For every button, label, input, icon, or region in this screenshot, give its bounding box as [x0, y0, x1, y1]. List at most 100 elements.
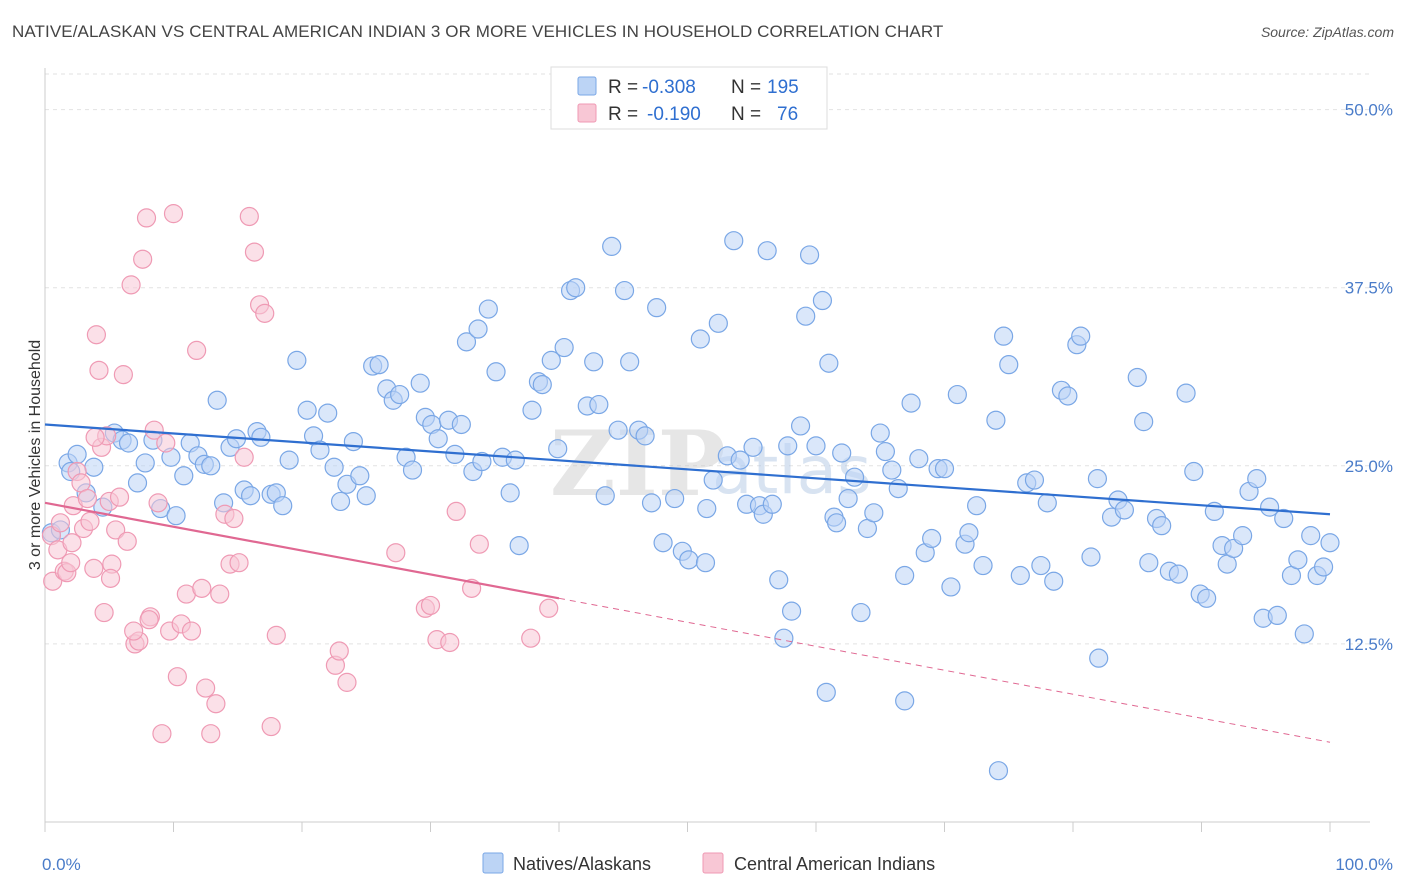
point-central-73 — [100, 568, 121, 588]
point-natives-101 — [743, 437, 763, 457]
point-natives-80 — [595, 486, 615, 506]
trend-lines — [44, 423, 1331, 743]
point-natives-12 — [135, 453, 155, 473]
point-natives-73 — [548, 439, 568, 459]
point-natives-137 — [959, 523, 979, 543]
point-natives-186 — [1313, 557, 1334, 577]
point-natives-10 — [118, 433, 139, 453]
point-natives-134 — [941, 577, 961, 597]
point-natives-40 — [330, 491, 351, 512]
trend-line-natives — [44, 423, 1331, 516]
point-natives-142 — [999, 355, 1019, 375]
point-natives-29 — [251, 427, 271, 447]
point-natives-163 — [1152, 516, 1172, 536]
axes — [44, 68, 1370, 832]
bottom-legend-swatch-natives — [482, 852, 504, 874]
point-natives-159 — [1127, 367, 1147, 388]
point-central-69 — [521, 628, 541, 648]
point-central-53 — [244, 242, 265, 262]
point-natives-165 — [1168, 564, 1188, 584]
point-central-41 — [187, 340, 207, 361]
point-natives-182 — [1288, 550, 1308, 570]
point-natives-145 — [1024, 470, 1045, 490]
point-central-37 — [167, 667, 187, 687]
point-central-46 — [210, 584, 230, 604]
legend-r-label-central: R = — [608, 104, 638, 125]
point-natives-128 — [901, 393, 921, 413]
point-natives-153 — [1081, 547, 1101, 567]
point-natives-22 — [207, 390, 227, 410]
point-natives-39 — [324, 457, 344, 477]
point-central-36 — [163, 204, 184, 224]
point-natives-64 — [486, 362, 506, 382]
point-central-14 — [86, 325, 107, 345]
point-natives-117 — [832, 443, 852, 463]
point-natives-35 — [297, 400, 317, 420]
point-natives-43 — [350, 466, 370, 486]
point-natives-104 — [757, 241, 777, 261]
legend-n-value-central: 76 — [777, 104, 798, 125]
point-natives-167 — [1184, 461, 1204, 482]
point-natives-107 — [774, 628, 794, 648]
chart-title: NATIVE/ALASKAN VS CENTRAL AMERICAN INDIA… — [12, 22, 944, 41]
legend-r-value-natives: -0.308 — [642, 77, 696, 98]
point-central-3 — [50, 513, 71, 533]
point-natives-113 — [812, 290, 833, 311]
point-central-34 — [156, 433, 176, 453]
point-central-33 — [152, 724, 172, 744]
legend-r-label-natives: R = — [608, 77, 638, 98]
point-central-43 — [196, 678, 216, 698]
point-natives-108 — [778, 436, 798, 456]
point-natives-123 — [870, 423, 890, 443]
point-natives-55 — [428, 429, 448, 449]
y-tick-label-2: 37.5% — [1345, 279, 1393, 298]
point-central-72 — [85, 427, 105, 447]
point-central-12 — [80, 511, 100, 531]
point-natives-120 — [851, 602, 871, 623]
point-central-74 — [124, 621, 144, 641]
legend-n-label-natives: N = — [731, 77, 761, 98]
point-natives-126 — [888, 479, 908, 499]
point-natives-27 — [241, 486, 261, 506]
point-natives-16 — [166, 506, 186, 526]
point-natives-114 — [819, 353, 839, 373]
point-natives-92 — [679, 550, 699, 570]
point-natives-131 — [922, 528, 942, 549]
point-central-75 — [139, 610, 159, 630]
point-central-60 — [337, 672, 357, 692]
y-tick-label-3: 50.0% — [1345, 101, 1393, 120]
point-natives-125 — [882, 460, 902, 480]
point-natives-138 — [967, 496, 987, 516]
point-central-50 — [229, 553, 249, 573]
point-central-52 — [239, 206, 259, 227]
point-natives-78 — [584, 352, 604, 372]
point-central-44 — [201, 724, 221, 744]
point-natives-141 — [994, 326, 1014, 346]
point-natives-129 — [909, 449, 929, 469]
point-central-40 — [181, 621, 202, 641]
point-natives-166 — [1176, 383, 1196, 403]
gridlines — [45, 73, 1370, 645]
point-natives-62 — [472, 451, 492, 472]
point-natives-161 — [1139, 553, 1159, 573]
legend-n-value-natives: 195 — [767, 77, 799, 98]
point-natives-88 — [647, 298, 667, 318]
point-natives-69 — [522, 400, 542, 420]
point-central-6 — [61, 553, 81, 573]
point-central-45 — [206, 694, 226, 714]
bottom-legend-label-natives: Natives/Alaskans — [513, 854, 651, 874]
point-central-23 — [113, 365, 133, 385]
point-natives-34 — [287, 350, 307, 370]
point-natives-17 — [174, 466, 194, 486]
point-natives-49 — [390, 384, 410, 405]
point-natives-122 — [864, 503, 884, 523]
point-natives-189 — [697, 498, 717, 519]
point-natives-51 — [402, 460, 423, 480]
source-credit: Source: ZipAtlas.com — [1260, 24, 1394, 40]
point-central-42 — [192, 578, 212, 598]
point-natives-160 — [1134, 412, 1154, 432]
point-natives-52 — [410, 373, 430, 393]
point-natives-84 — [620, 352, 640, 372]
data-points — [41, 204, 1340, 781]
